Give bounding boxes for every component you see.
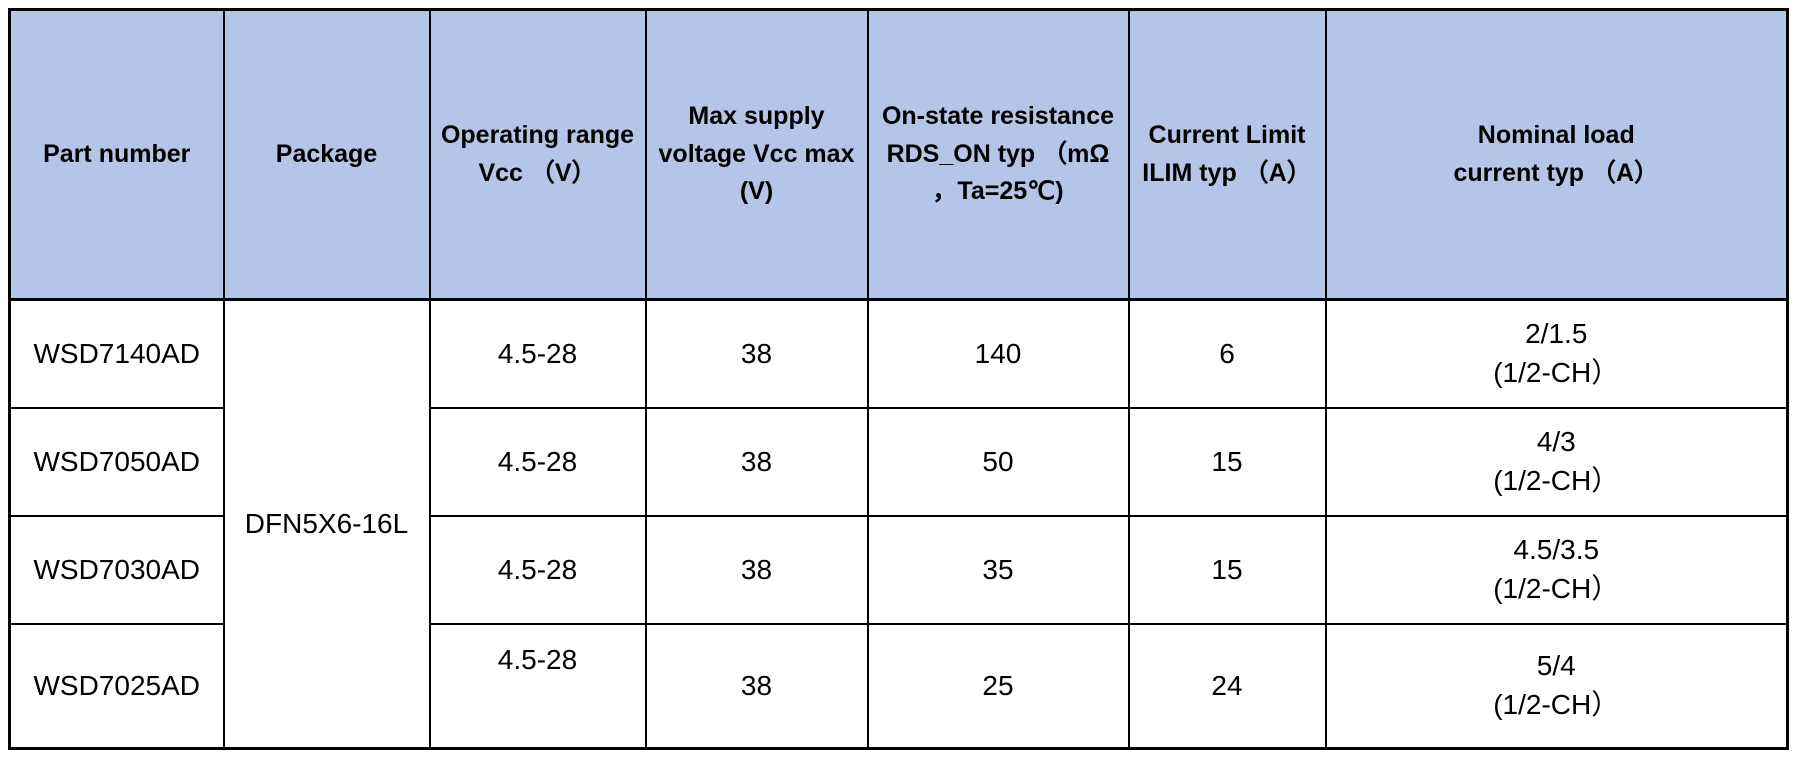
current-limit-cell: 6 [1127, 298, 1327, 409]
rds-on-cell: 25 [866, 623, 1130, 750]
nominal-load-cell: 5/4 (1/2-CH） [1324, 623, 1789, 750]
table-header-row: Part number Package Operating range Vcc … [8, 8, 1789, 301]
part-number-cell: WSD7140AD [8, 298, 225, 409]
table-row: WSD7025AD 4.5-28 38 25 24 5/4 (1/2-CH） [8, 623, 1789, 750]
header-operating-range: Operating range Vcc （V） [428, 8, 647, 301]
rds-on-cell: 140 [866, 298, 1130, 409]
table-row: WSD7030AD 4.5-28 38 35 15 4.5/3.5 (1/2-C… [8, 515, 1789, 625]
max-supply-voltage-cell: 38 [644, 298, 869, 409]
operating-range-cell: 4.5-28 [428, 515, 647, 625]
header-max-supply-voltage: Max supply voltage Vcc max (V) [644, 8, 869, 301]
max-supply-voltage-cell: 38 [644, 407, 869, 517]
current-limit-cell: 15 [1127, 407, 1327, 517]
nominal-load-cell: 4.5/3.5 (1/2-CH） [1324, 515, 1789, 625]
header-on-state-resistance: On-state resistance RDS_ON typ （mΩ ，Ta=2… [866, 8, 1130, 301]
rds-on-cell: 35 [866, 515, 1130, 625]
max-supply-voltage-cell: 38 [644, 515, 869, 625]
part-number-cell: WSD7030AD [8, 515, 225, 625]
rds-on-cell: 50 [866, 407, 1130, 517]
header-current-limit: Current Limit ILIM typ （A） [1127, 8, 1327, 301]
table-row: WSD7050AD 4.5-28 38 50 15 4/3 (1/2-CH） [8, 407, 1789, 517]
table-row: WSD7140AD DFN5X6-16L 4.5-28 38 140 6 2/1… [8, 298, 1789, 750]
header-part-number: Part number [8, 8, 225, 301]
max-supply-voltage-cell: 38 [644, 623, 869, 750]
header-nominal-load-current: Nominal load current typ （A） [1324, 8, 1789, 301]
part-number-cell: WSD7025AD [8, 623, 225, 750]
current-limit-cell: 15 [1127, 515, 1327, 625]
operating-range-cell: 4.5-28 [428, 298, 647, 409]
current-limit-cell: 24 [1127, 623, 1327, 750]
operating-range-cell: 4.5-28 [428, 623, 647, 750]
nominal-load-cell: 4/3 (1/2-CH） [1324, 407, 1789, 517]
package-cell-merged: DFN5X6-16L [222, 298, 431, 750]
header-package: Package [222, 8, 431, 301]
part-spec-table: Part number Package Operating range Vcc … [8, 8, 1789, 750]
part-number-cell: WSD7050AD [8, 407, 225, 517]
operating-range-cell: 4.5-28 [428, 407, 647, 517]
nominal-load-cell: 2/1.5 (1/2-CH） [1324, 298, 1789, 409]
